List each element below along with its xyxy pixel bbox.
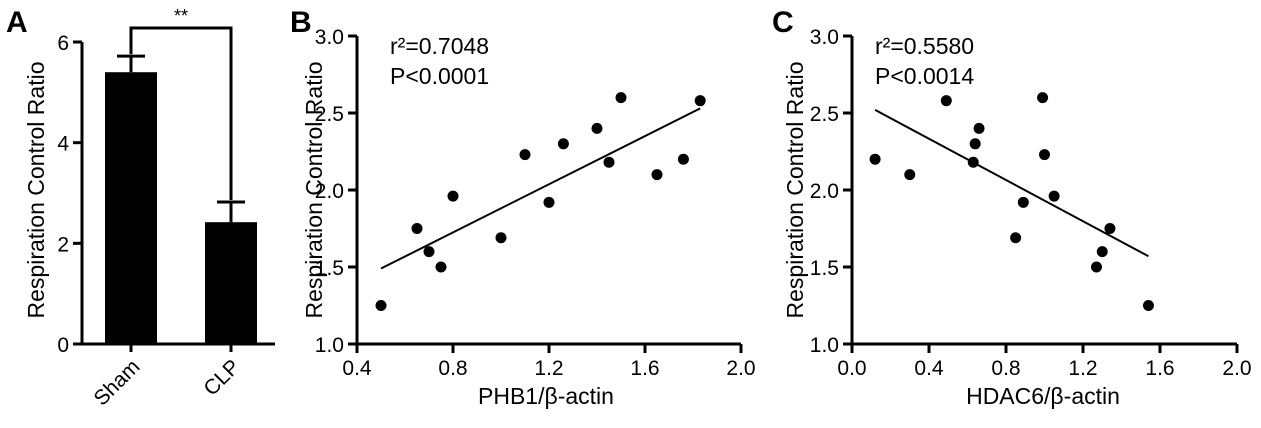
panel-b-xlabel: PHB1/β-actin bbox=[478, 383, 614, 409]
panel-b-xtick-label: 1.2 bbox=[534, 357, 563, 380]
panel-c-data-point bbox=[1017, 196, 1029, 208]
category-label-clp: CLP bbox=[199, 355, 244, 400]
panel-b-ytick-label: 3.0 bbox=[315, 26, 344, 49]
category-label-sham: Sham bbox=[89, 355, 144, 410]
bar-clp bbox=[205, 222, 257, 344]
panel-c-data-point bbox=[904, 169, 916, 181]
panel-c-xtick-label: 0.0 bbox=[837, 357, 866, 380]
panel-b-xtick-label: 2.0 bbox=[726, 357, 755, 380]
panel-b-data-point bbox=[591, 122, 603, 134]
panel-a-ytick-label: 4 bbox=[57, 133, 69, 156]
panel-letter-b: B bbox=[290, 6, 312, 39]
panel-c-xlabel: HDAC6/β-actin bbox=[966, 383, 1120, 409]
panel-c-xtick-label: 1.6 bbox=[1145, 357, 1174, 380]
panel-c-pvalue: P<0.0014 bbox=[875, 63, 974, 89]
panel-b-regression-line bbox=[380, 107, 701, 270]
panel-b-ytick-label: 2.5 bbox=[315, 103, 344, 126]
panel-c-data-point bbox=[940, 95, 952, 107]
panel-c-xtick-label: 0.8 bbox=[991, 357, 1020, 380]
panel-b-ytick-label: 1.0 bbox=[315, 334, 344, 357]
panel-b: B Respiration Control Ratio PHB1/β-actin… bbox=[290, 6, 756, 409]
panel-c-ytick-label: 2.5 bbox=[810, 103, 839, 126]
panel-b-data-point bbox=[435, 261, 447, 273]
panel-c-data-point bbox=[1090, 261, 1102, 273]
panel-c-data-point bbox=[1048, 190, 1060, 202]
panel-c-xtick-label: 2.0 bbox=[1222, 357, 1251, 380]
panel-b-data-point bbox=[615, 92, 627, 104]
bar-sham bbox=[105, 72, 157, 344]
panel-c-ytick-label: 1.5 bbox=[810, 257, 839, 280]
panel-c-ytick-label: 1.0 bbox=[810, 334, 839, 357]
panel-c-ytick-label: 3.0 bbox=[810, 26, 839, 49]
panel-b-data-point bbox=[603, 156, 615, 168]
panel-b-ylabel: Respiration Control Ratio bbox=[301, 62, 327, 319]
panel-c-data-point bbox=[1142, 300, 1154, 311]
panel-b-data-point bbox=[677, 153, 689, 165]
panel-b-data-point bbox=[543, 196, 555, 208]
panel-b-r2: r²=0.7048 bbox=[390, 33, 489, 59]
panel-b-data-point bbox=[423, 246, 435, 258]
panel-a-ytick-label: 0 bbox=[57, 334, 69, 357]
panel-c-r2: r²=0.5580 bbox=[875, 33, 974, 59]
panel-c-xtick-label: 1.2 bbox=[1068, 357, 1097, 380]
panel-c-data-point bbox=[1104, 223, 1116, 234]
panel-c-ylabel: Respiration Control Ratio bbox=[782, 62, 808, 319]
panel-b-data-point bbox=[694, 95, 706, 107]
panel-b-data-point bbox=[519, 149, 531, 161]
panel-letter-c: C bbox=[772, 6, 794, 39]
panel-c-data-point bbox=[969, 138, 981, 150]
panel-b-pvalue: P<0.0001 bbox=[390, 63, 489, 89]
panel-b-data-point bbox=[447, 190, 459, 202]
significance-label: ** bbox=[174, 6, 188, 26]
panel-a-ytick-label: 2 bbox=[57, 233, 69, 256]
significance-bracket bbox=[129, 26, 233, 201]
panel-c-data-point bbox=[1096, 246, 1108, 258]
panel-c-data-point bbox=[1037, 92, 1049, 104]
panel-b-data-point bbox=[411, 223, 423, 234]
panel-b-ytick-label: 2.0 bbox=[315, 180, 344, 203]
panel-c: C Respiration Control Ratio HDAC6/β-acti… bbox=[772, 6, 1252, 409]
panel-a-ytick-label: 6 bbox=[57, 32, 69, 55]
panel-c-data-point bbox=[1010, 232, 1022, 244]
panel-c-data-point bbox=[973, 122, 985, 134]
panel-b-data-point bbox=[495, 232, 507, 244]
panel-c-regression-line bbox=[874, 109, 1149, 258]
panel-b-xtick-label: 0.8 bbox=[438, 357, 467, 380]
panel-c-data-point bbox=[967, 156, 979, 168]
panel-b-data-point bbox=[557, 138, 569, 150]
panel-c-data-point bbox=[869, 153, 881, 165]
panel-a: A Respiration Control Ratio ** 0 2 4 6 Sham C… bbox=[6, 6, 275, 410]
panel-c-ytick-label: 2.0 bbox=[810, 180, 839, 203]
panel-b-data-point bbox=[651, 169, 663, 181]
panel-b-xtick-label: 1.6 bbox=[630, 357, 659, 380]
panel-c-data-point bbox=[1039, 149, 1050, 161]
panel-b-data-point bbox=[375, 300, 387, 311]
panel-b-ytick-label: 1.5 bbox=[315, 257, 344, 280]
panel-b-xtick-label: 0.4 bbox=[342, 357, 372, 380]
panel-a-ylabel: Respiration Control Ratio bbox=[23, 62, 49, 319]
panel-c-xtick-label: 0.4 bbox=[914, 357, 944, 380]
panel-letter-a: A bbox=[6, 6, 28, 39]
